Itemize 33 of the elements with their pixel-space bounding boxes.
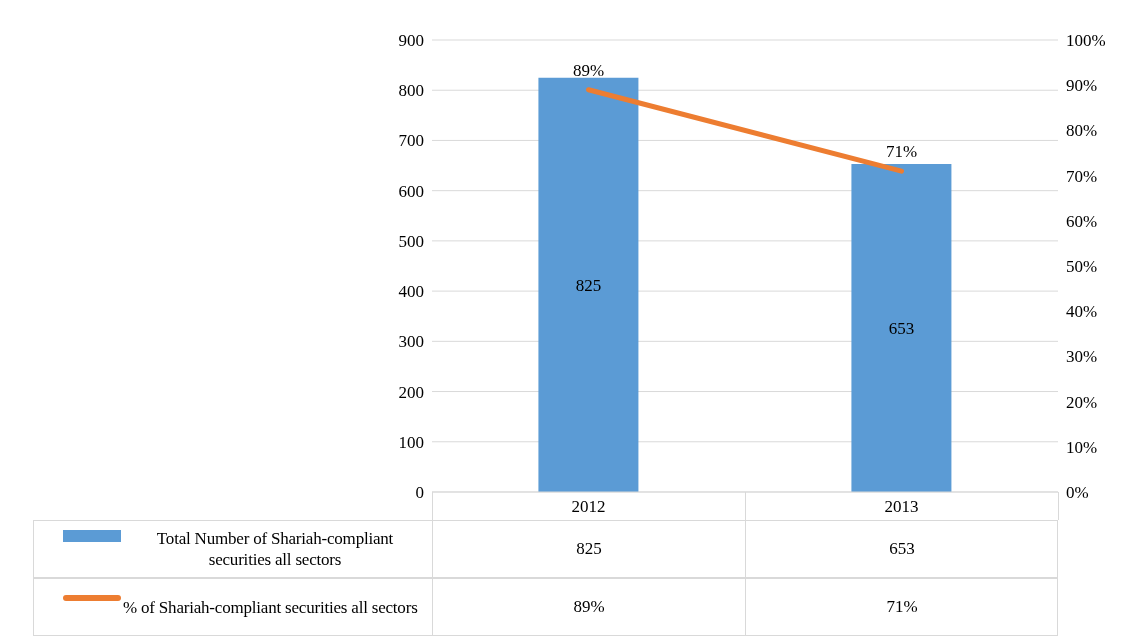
x-tick-label: 2013 (884, 497, 919, 517)
y2-tick-label: 0% (1066, 483, 1089, 503)
data-label: 825 (432, 520, 745, 578)
y2-tick-label: 80% (1066, 121, 1098, 141)
y-tick-label: 500 (398, 231, 424, 251)
text: 89% (572, 60, 605, 80)
y2-tick-label: 100% (1066, 31, 1106, 51)
y-tick-label: 200 (398, 382, 424, 402)
legend-label: % of Shariah-compliant securities all sectors (123, 596, 418, 618)
y2-tick-label: 90% (1066, 76, 1098, 96)
y2-tick-label: 10% (1066, 437, 1098, 457)
y2-tick-label: 30% (1066, 347, 1098, 367)
y-tick-label: 0 (415, 483, 424, 503)
legend-label: Total Number of Shariah-compliant securities all sectors (155, 528, 395, 570)
text: 71% (885, 142, 918, 162)
data-label: 89% (432, 578, 745, 636)
y-tick-label: 800 (398, 81, 424, 101)
y-tick-label: 300 (398, 332, 424, 352)
y-tick-label: 600 (398, 181, 424, 201)
y-tick-label: 100 (398, 432, 424, 452)
x-tick-label: 2012 (571, 497, 606, 517)
y2-tick-label: 50% (1066, 257, 1098, 277)
text: 653 (888, 319, 915, 339)
y-tick-label: 900 (398, 31, 424, 51)
y2-tick-label: 70% (1066, 166, 1098, 186)
text: 825 (575, 275, 602, 295)
y2-tick-label: 40% (1066, 302, 1098, 322)
y-tick-label: 700 (398, 131, 424, 151)
y-tick-label: 400 (398, 282, 424, 302)
data-label: 71% (745, 578, 1058, 636)
data-label: 653 (745, 520, 1058, 578)
y2-tick-label: 20% (1066, 392, 1098, 412)
y2-tick-label: 60% (1066, 211, 1098, 231)
